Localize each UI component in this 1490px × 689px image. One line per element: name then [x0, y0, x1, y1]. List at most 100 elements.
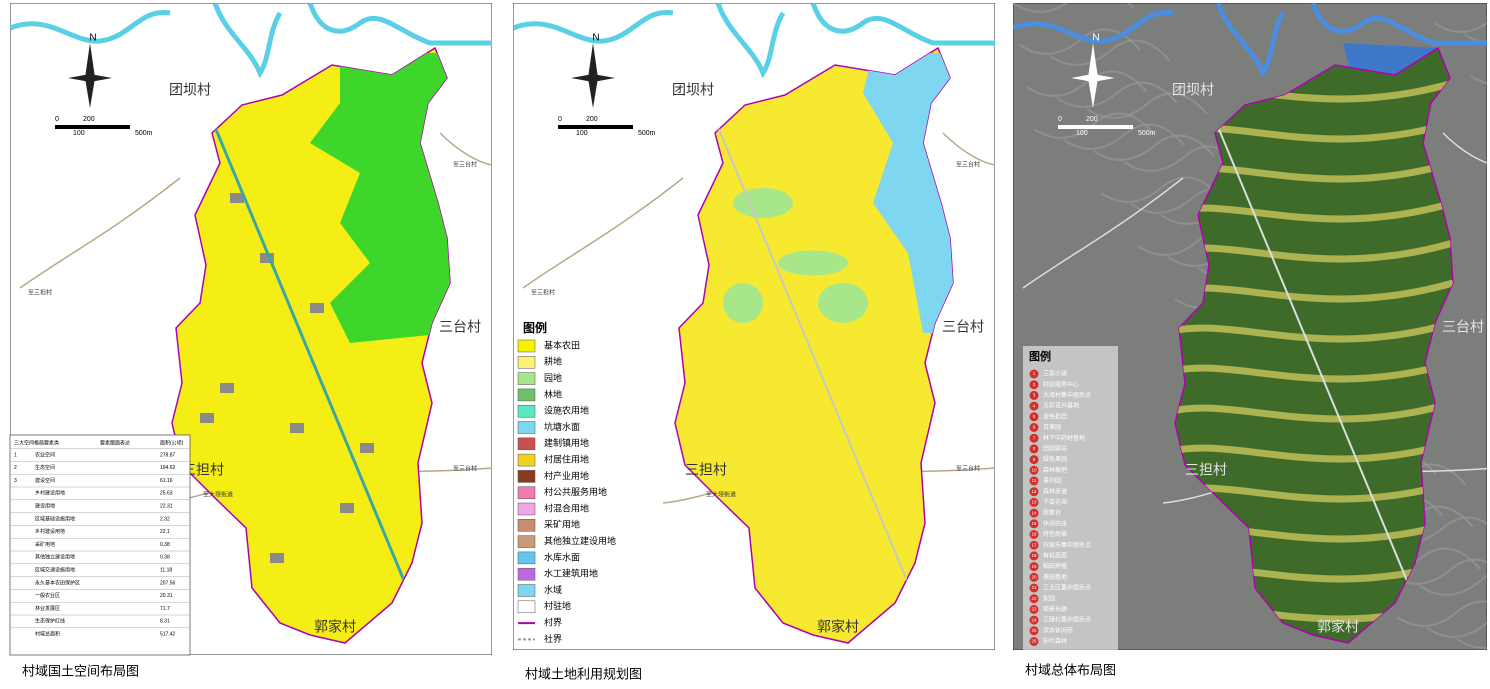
terrain	[1056, 81, 1178, 108]
legend-marker	[1029, 455, 1039, 465]
farmland-strip	[1175, 399, 1453, 423]
legend-swatch	[517, 567, 536, 581]
legend-label: 采矿用地	[544, 519, 580, 530]
legend-marker	[1029, 423, 1039, 432]
legend-number: 17	[1031, 542, 1037, 547]
legend-label: 设施农用地	[544, 405, 589, 416]
map	[10, 3, 492, 655]
legend-marker	[1029, 604, 1039, 614]
legend-number: 7	[1033, 435, 1036, 440]
legend-marker	[1029, 540, 1039, 550]
place-label: 三担村	[182, 462, 224, 478]
compass-arrow	[1071, 43, 1115, 108]
legend-swatch	[517, 437, 536, 451]
table-cell: 区域交通设施用地	[35, 567, 75, 574]
legend-label: 水工建筑用地	[544, 568, 598, 579]
legend-label: 水域	[544, 584, 562, 595]
map	[1013, 3, 1487, 650]
forest-patch	[818, 283, 868, 323]
legend-marker	[1029, 497, 1039, 507]
road-label: 至三担村	[28, 289, 52, 297]
legend-number: 10	[1031, 467, 1037, 472]
legend-swatch	[517, 356, 536, 369]
place-label: 团坝村	[1172, 82, 1214, 98]
forest-patch	[723, 283, 763, 323]
legend-label: 三家小镇	[1043, 370, 1067, 378]
railway	[178, 48, 432, 643]
legend-title: 图例	[1029, 349, 1051, 363]
table-cell: 永久基本农田保护区	[35, 579, 80, 586]
legend-marker	[1029, 444, 1039, 454]
legend-number: 16	[1031, 532, 1037, 537]
table-cell: 11.18	[160, 568, 172, 574]
legend-label: 梨园	[1043, 594, 1055, 602]
legend-swatch	[517, 339, 536, 353]
scale-bar: 0 200 100 500m	[1058, 116, 1156, 137]
patches	[178, 48, 450, 643]
legend-label: 大垭村集中居民点	[1043, 391, 1091, 399]
terrain	[1426, 621, 1487, 638]
legend-table: 三大空间格局要素类 要素图面表达 面积(公顷) 1 农业空间 278.87 2 生态空间 194…	[9, 434, 191, 656]
table-cell: 乡村建设用地	[35, 528, 65, 535]
legend-box	[1023, 346, 1118, 651]
terrain	[1396, 600, 1487, 627]
table-cell: 建设空间	[35, 477, 55, 484]
scale-label: 0	[558, 116, 562, 123]
road-label: 至大垭街道	[203, 491, 233, 499]
legend-label: 森林步道	[1043, 487, 1067, 495]
legend-number: 3	[1033, 393, 1036, 398]
table-cell: 村域总面积	[35, 631, 60, 638]
place-label: 团坝村	[672, 82, 714, 98]
legend-marker	[1029, 551, 1039, 561]
farmland-strip	[1175, 359, 1453, 383]
scale-label: 100	[73, 130, 85, 137]
legend-marker	[1029, 615, 1039, 625]
compass: N	[68, 33, 112, 108]
terrain	[1100, 176, 1222, 203]
terrain	[1049, 39, 1171, 66]
legend-number: 6	[1033, 425, 1036, 430]
scale-label: 0	[1058, 116, 1062, 123]
legend-label: 村居住用地	[544, 453, 589, 464]
legend-number: 8	[1033, 446, 1036, 451]
table-cell: 20.31	[160, 593, 173, 599]
legend-label: 稻田养殖	[1043, 562, 1067, 570]
construction-patch	[230, 193, 244, 203]
north-label: N	[89, 33, 96, 44]
legend-number: 9	[1033, 457, 1036, 462]
legend-marker	[1029, 572, 1039, 582]
terrain	[1026, 70, 1148, 97]
construction-patch	[290, 423, 304, 433]
scale-label: 200	[1086, 116, 1098, 123]
construction-patch	[270, 553, 284, 563]
road-label: 至三台村	[453, 465, 477, 473]
legend-label: 水库水面	[544, 551, 580, 562]
legend-label: 森林氧吧	[1043, 466, 1067, 474]
legend-label: 其他独立建设用地	[544, 535, 616, 546]
legend-number: 5	[1033, 414, 1036, 419]
legend-swatch	[517, 470, 536, 483]
compass-arrow	[68, 43, 112, 108]
table-cell: 0.38	[160, 555, 170, 561]
terrain	[1419, 574, 1487, 596]
table-cell: 25.63	[160, 491, 173, 497]
compass: N	[571, 33, 615, 108]
table-header: 面积(公顷)	[160, 439, 184, 446]
legend-marker	[1029, 476, 1039, 486]
legend-label: 基本农田	[544, 339, 580, 350]
construction-patch	[360, 443, 374, 453]
legend-label: 特色民宿	[1043, 530, 1067, 538]
road-label: 至大垭街道	[706, 491, 736, 499]
north-label: N	[592, 33, 599, 44]
legend-marker	[1029, 412, 1039, 422]
legend: 图例基本农田耕地园地林地设施农用地坑塘水面建制镇用地村居住用地村产业用地村公共服…	[516, 317, 628, 647]
legend-label: 村驻地	[544, 600, 571, 611]
legend-swatch	[517, 486, 536, 499]
terrain	[1433, 22, 1487, 33]
place-label: 三台村	[942, 319, 984, 335]
legend-number: 18	[1031, 553, 1037, 558]
legend-swatch	[517, 535, 536, 548]
terrain	[1456, 638, 1487, 649]
